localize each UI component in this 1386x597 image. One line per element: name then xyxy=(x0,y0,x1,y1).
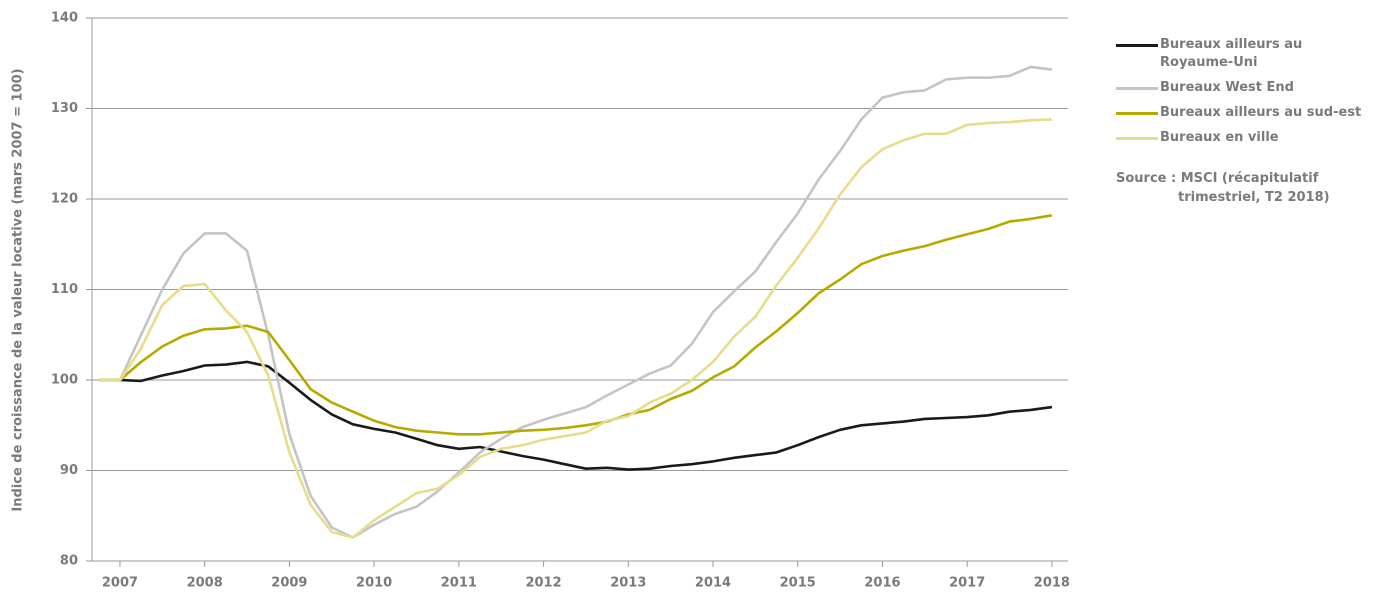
y-tick-label: 100 xyxy=(51,373,78,388)
legend-item: Bureaux West End xyxy=(1116,79,1370,97)
x-tick-label: 2018 xyxy=(1034,576,1070,591)
y-tick-label: 140 xyxy=(51,11,78,26)
y-axis-label: Indice de croissance de la valeur locati… xyxy=(11,68,26,511)
y-tick-label: 120 xyxy=(51,192,78,207)
x-tick-label: 2007 xyxy=(102,576,138,591)
series-line xyxy=(98,214,1053,436)
x-tick-label: 2009 xyxy=(271,576,307,591)
x-tick-label: 2014 xyxy=(695,576,731,591)
y-tick-label: 110 xyxy=(51,282,78,297)
x-tick-label: 2011 xyxy=(441,576,477,591)
legend-label: Bureaux ailleurs au Royaume-Uni xyxy=(1160,37,1303,70)
x-tick-label: 2012 xyxy=(525,576,561,591)
legend-swatch xyxy=(1116,112,1158,115)
x-tick-label: 2016 xyxy=(864,576,900,591)
legend-label: Bureaux West End xyxy=(1160,80,1294,95)
legend-label: Bureaux en ville xyxy=(1160,130,1279,145)
x-tick-label: 2010 xyxy=(356,576,392,591)
legend-label: Bureaux ailleurs au sud-est xyxy=(1160,105,1362,120)
x-tick-label: 2015 xyxy=(780,576,816,591)
source-note: Source : MSCI (récapitulatif trimestriel… xyxy=(1116,171,1330,205)
series-line xyxy=(98,360,1053,471)
y-tick-label: 80 xyxy=(60,554,78,569)
legend-item: Bureaux ailleurs au sud-est xyxy=(1116,104,1370,122)
y-tick-label: 90 xyxy=(60,463,78,478)
legend-swatch xyxy=(1116,87,1158,90)
legend-swatch xyxy=(1116,44,1158,47)
legend-swatch xyxy=(1116,137,1158,140)
x-tick-label: 2013 xyxy=(610,576,646,591)
x-tick-label: 2008 xyxy=(187,576,223,591)
legend-item: Bureaux ailleurs au Royaume-Uni xyxy=(1116,36,1370,72)
series-line xyxy=(98,118,1052,539)
x-tick-label: 2017 xyxy=(949,576,985,591)
series-line xyxy=(98,65,1053,539)
y-tick-label: 130 xyxy=(51,101,78,116)
legend: Bureaux ailleurs au Royaume-Uni Bureaux W… xyxy=(1116,36,1386,207)
legend-item: Bureaux en ville xyxy=(1116,129,1370,147)
